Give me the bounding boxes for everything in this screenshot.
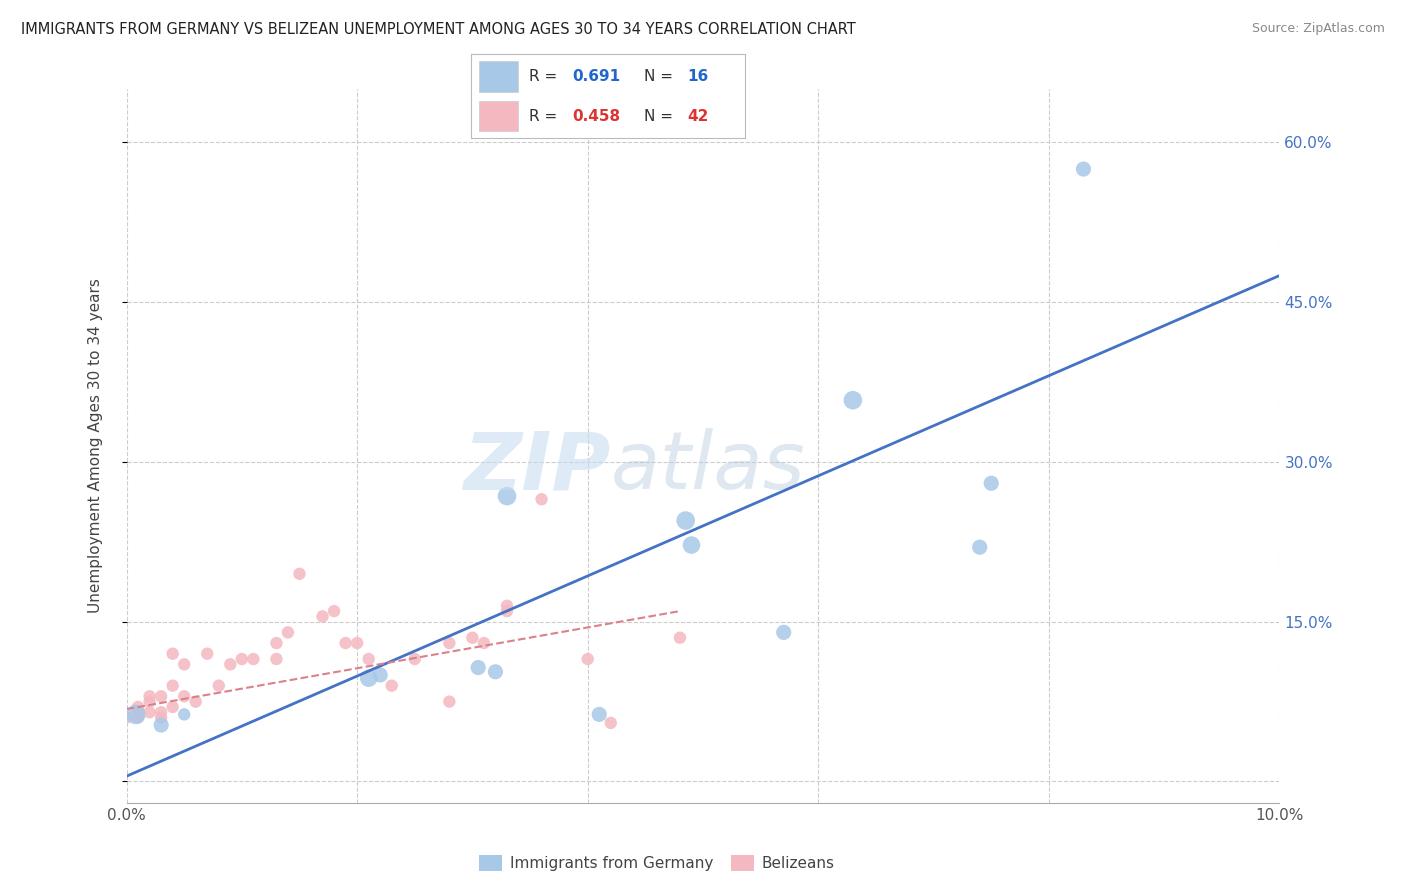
Text: 0.691: 0.691: [572, 69, 620, 84]
Point: [127, 706, 149, 720]
Bar: [479, 62, 517, 92]
Text: N =: N =: [644, 69, 678, 84]
Point: [195, 647, 218, 661]
Point: [150, 718, 173, 732]
Point: [404, 652, 426, 666]
Point: [323, 604, 346, 618]
Y-axis label: Unemployment Among Ages 30 to 34 years: Unemployment Among Ages 30 to 34 years: [89, 278, 103, 614]
Point: [980, 476, 1002, 491]
Point: [150, 706, 173, 720]
Point: [496, 604, 519, 618]
Point: [368, 668, 391, 682]
Point: [335, 636, 357, 650]
Point: [1073, 162, 1095, 177]
Bar: [479, 101, 517, 131]
Point: [173, 657, 195, 672]
Text: R =: R =: [529, 69, 562, 84]
Point: [150, 690, 173, 704]
Point: [288, 566, 311, 581]
Point: [311, 609, 333, 624]
Point: [439, 695, 461, 709]
Point: [496, 599, 519, 613]
Point: [208, 679, 231, 693]
Point: [162, 647, 184, 661]
Point: [173, 707, 195, 722]
Text: 42: 42: [688, 109, 709, 124]
Point: [381, 679, 404, 693]
Text: ZIP: ZIP: [464, 428, 610, 507]
Point: [150, 710, 173, 724]
Point: [599, 715, 621, 730]
Point: [138, 690, 160, 704]
Point: [138, 695, 160, 709]
Point: [461, 631, 484, 645]
Point: [127, 700, 149, 714]
Point: [231, 652, 253, 666]
Text: IMMIGRANTS FROM GERMANY VS BELIZEAN UNEMPLOYMENT AMONG AGES 30 TO 34 YEARS CORRE: IMMIGRANTS FROM GERMANY VS BELIZEAN UNEM…: [21, 22, 856, 37]
Point: [115, 710, 138, 724]
Text: R =: R =: [529, 109, 562, 124]
Text: atlas: atlas: [610, 428, 806, 507]
Point: [530, 492, 553, 507]
Point: [681, 538, 703, 552]
Point: [472, 636, 495, 650]
Point: [357, 652, 380, 666]
Point: [242, 652, 264, 666]
Point: [669, 631, 692, 645]
Text: 16: 16: [688, 69, 709, 84]
Point: [266, 652, 288, 666]
Point: [675, 514, 697, 528]
Point: [266, 636, 288, 650]
Point: [484, 665, 506, 679]
Text: 0.458: 0.458: [572, 109, 620, 124]
Text: Source: ZipAtlas.com: Source: ZipAtlas.com: [1251, 22, 1385, 36]
Point: [127, 710, 149, 724]
Point: [357, 671, 380, 685]
Point: [277, 625, 299, 640]
Point: [173, 690, 195, 704]
Point: [439, 636, 461, 650]
Point: [576, 652, 599, 666]
Point: [467, 660, 489, 674]
Point: [969, 540, 991, 554]
Point: [162, 679, 184, 693]
Point: [772, 625, 794, 640]
Point: [138, 706, 160, 720]
Point: [496, 489, 519, 503]
Legend: Immigrants from Germany, Belizeans: Immigrants from Germany, Belizeans: [472, 849, 841, 877]
Point: [125, 707, 148, 722]
Text: N =: N =: [644, 109, 678, 124]
Point: [184, 695, 207, 709]
Point: [219, 657, 242, 672]
Point: [842, 393, 865, 408]
Point: [346, 636, 368, 650]
Point: [162, 700, 184, 714]
Point: [588, 707, 610, 722]
